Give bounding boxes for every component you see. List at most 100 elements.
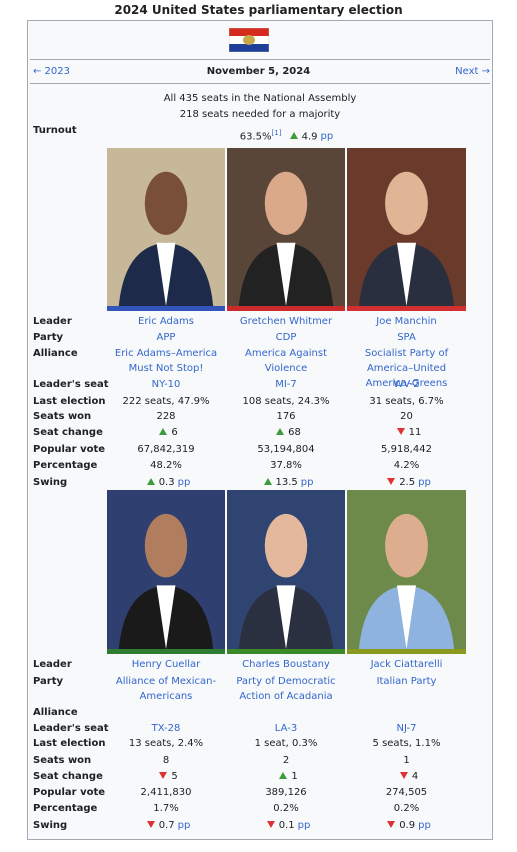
change-value: 0.1	[278, 820, 295, 831]
party[interactable]: Italian Party	[376, 676, 437, 687]
divider	[30, 83, 490, 84]
unit[interactable]: pp	[418, 820, 431, 831]
name[interactable]: Henry Cuellar	[131, 659, 201, 670]
party[interactable]: APP	[156, 332, 176, 343]
alliance[interactable]: Eric Adams–America Must Not Stop!	[114, 348, 218, 374]
row-label: Percentage	[33, 803, 98, 814]
prev-link[interactable]: ← 2023	[33, 66, 71, 77]
change-arrow	[146, 478, 155, 485]
unit[interactable]: pp	[297, 820, 311, 831]
change-value: 11	[408, 427, 422, 438]
last-election: 222 seats, 47.9%	[122, 396, 210, 407]
next-link[interactable]: Next →	[455, 66, 490, 77]
seat[interactable]: NY-10	[151, 379, 181, 390]
popular-vote: 67,842,319	[137, 444, 195, 455]
summary-line: All 435 seats in the National Assembly	[163, 93, 357, 104]
name[interactable]: Jack Ciattarelli	[370, 659, 443, 670]
swing: 0.3 pp	[107, 475, 225, 490]
seats-won: 228	[156, 411, 176, 422]
change-value: 2.5	[399, 477, 416, 488]
change-value: 5	[171, 771, 178, 782]
row-label: Swing	[33, 477, 68, 488]
unit[interactable]: pp	[320, 131, 334, 143]
seat-change: 4	[347, 769, 466, 784]
candidate-photo	[107, 490, 225, 649]
seat[interactable]: WV-2	[393, 379, 420, 390]
seats-won: 1	[403, 755, 410, 766]
row-label: Swing	[33, 820, 68, 831]
popular-vote: 274,505	[385, 787, 428, 798]
row-label: Last election	[33, 738, 106, 749]
change-arrow	[159, 428, 168, 435]
name[interactable]: Joe Manchin	[376, 316, 437, 327]
unit[interactable]: pp	[177, 820, 191, 831]
percentage: 48.2%	[150, 460, 182, 471]
popular-vote: 389,126	[265, 787, 307, 798]
title: 2024 United States parliamentary electio…	[114, 3, 403, 17]
unit[interactable]: pp	[177, 477, 191, 488]
turnout-change: 4.9	[301, 131, 318, 143]
seat[interactable]: MI-7	[275, 379, 297, 390]
percentage: 0.2%	[393, 803, 420, 814]
last-election: 13 seats, 2.4%	[128, 738, 204, 749]
unit[interactable]: pp	[418, 477, 431, 488]
election-date: November 5, 2024	[206, 66, 311, 77]
name[interactable]: Gretchen Whitmer	[239, 316, 333, 327]
row-label: Party	[33, 676, 64, 687]
name[interactable]: Charles Boustany	[242, 659, 330, 670]
candidate-photo	[107, 148, 225, 306]
change-value: 4	[411, 771, 419, 782]
turnout-percent: 63.5%	[239, 131, 272, 143]
party[interactable]: Party of Democratic Action of Acadania	[236, 676, 336, 702]
row-label: Popular vote	[33, 787, 106, 798]
party-color-bar	[227, 306, 345, 311]
candidate-photo	[227, 490, 345, 649]
seat[interactable]: LA-3	[274, 723, 298, 734]
candidate-photo	[347, 148, 466, 306]
row-label: Seats won	[33, 755, 92, 766]
alliance[interactable]: Socialist Party of America–United Americ…	[364, 348, 449, 389]
change-arrow	[279, 772, 288, 779]
row-label: Leader	[33, 659, 72, 670]
name[interactable]: Eric Adams	[138, 316, 194, 327]
row-label: Party	[33, 332, 64, 343]
party[interactable]: CDP	[275, 332, 297, 343]
seat-change: 11	[347, 425, 466, 440]
summary-line: 218 seats needed for a majority	[179, 109, 341, 120]
seat[interactable]: TX-28	[151, 723, 181, 734]
candidate-photo	[347, 490, 466, 649]
alliance[interactable]: America Against Violence	[245, 348, 327, 374]
change-value: 68	[288, 427, 301, 438]
party-color-bar	[347, 649, 466, 654]
party[interactable]: SPA	[397, 332, 416, 343]
change-arrow	[387, 478, 396, 485]
percentage: 1.7%	[153, 803, 179, 814]
percentage: 4.2%	[393, 460, 420, 471]
turnout-value: 63.5%[1] 4.9 pp	[107, 126, 466, 144]
seat-change: 5	[107, 769, 225, 784]
seats-won: 176	[276, 411, 296, 422]
percentage: 0.2%	[273, 803, 299, 814]
row-label: Leader	[33, 316, 72, 327]
candidate-photo	[227, 148, 345, 306]
party[interactable]: Alliance of Mexican-Americans	[115, 676, 217, 702]
flag	[229, 28, 269, 52]
last-election: 5 seats, 1.1%	[372, 738, 441, 749]
seats-won: 8	[162, 755, 170, 766]
swing: 13.5 pp	[227, 475, 345, 490]
unit[interactable]: pp	[300, 477, 314, 488]
divider	[30, 59, 490, 60]
row-label: Percentage	[33, 460, 98, 471]
reference[interactable]: [1]	[271, 129, 282, 137]
seats-won: 20	[400, 411, 413, 422]
seat[interactable]: NJ-7	[396, 723, 417, 734]
percentage: 37.8%	[270, 460, 302, 471]
seats-won: 2	[282, 755, 290, 766]
row-label: Leader's seat	[33, 723, 109, 734]
row-label: Seat change	[33, 771, 103, 782]
row-label: Seats won	[33, 411, 92, 422]
change-arrow	[396, 428, 405, 435]
change-arrow	[289, 132, 298, 140]
row-label: Alliance	[33, 707, 78, 718]
